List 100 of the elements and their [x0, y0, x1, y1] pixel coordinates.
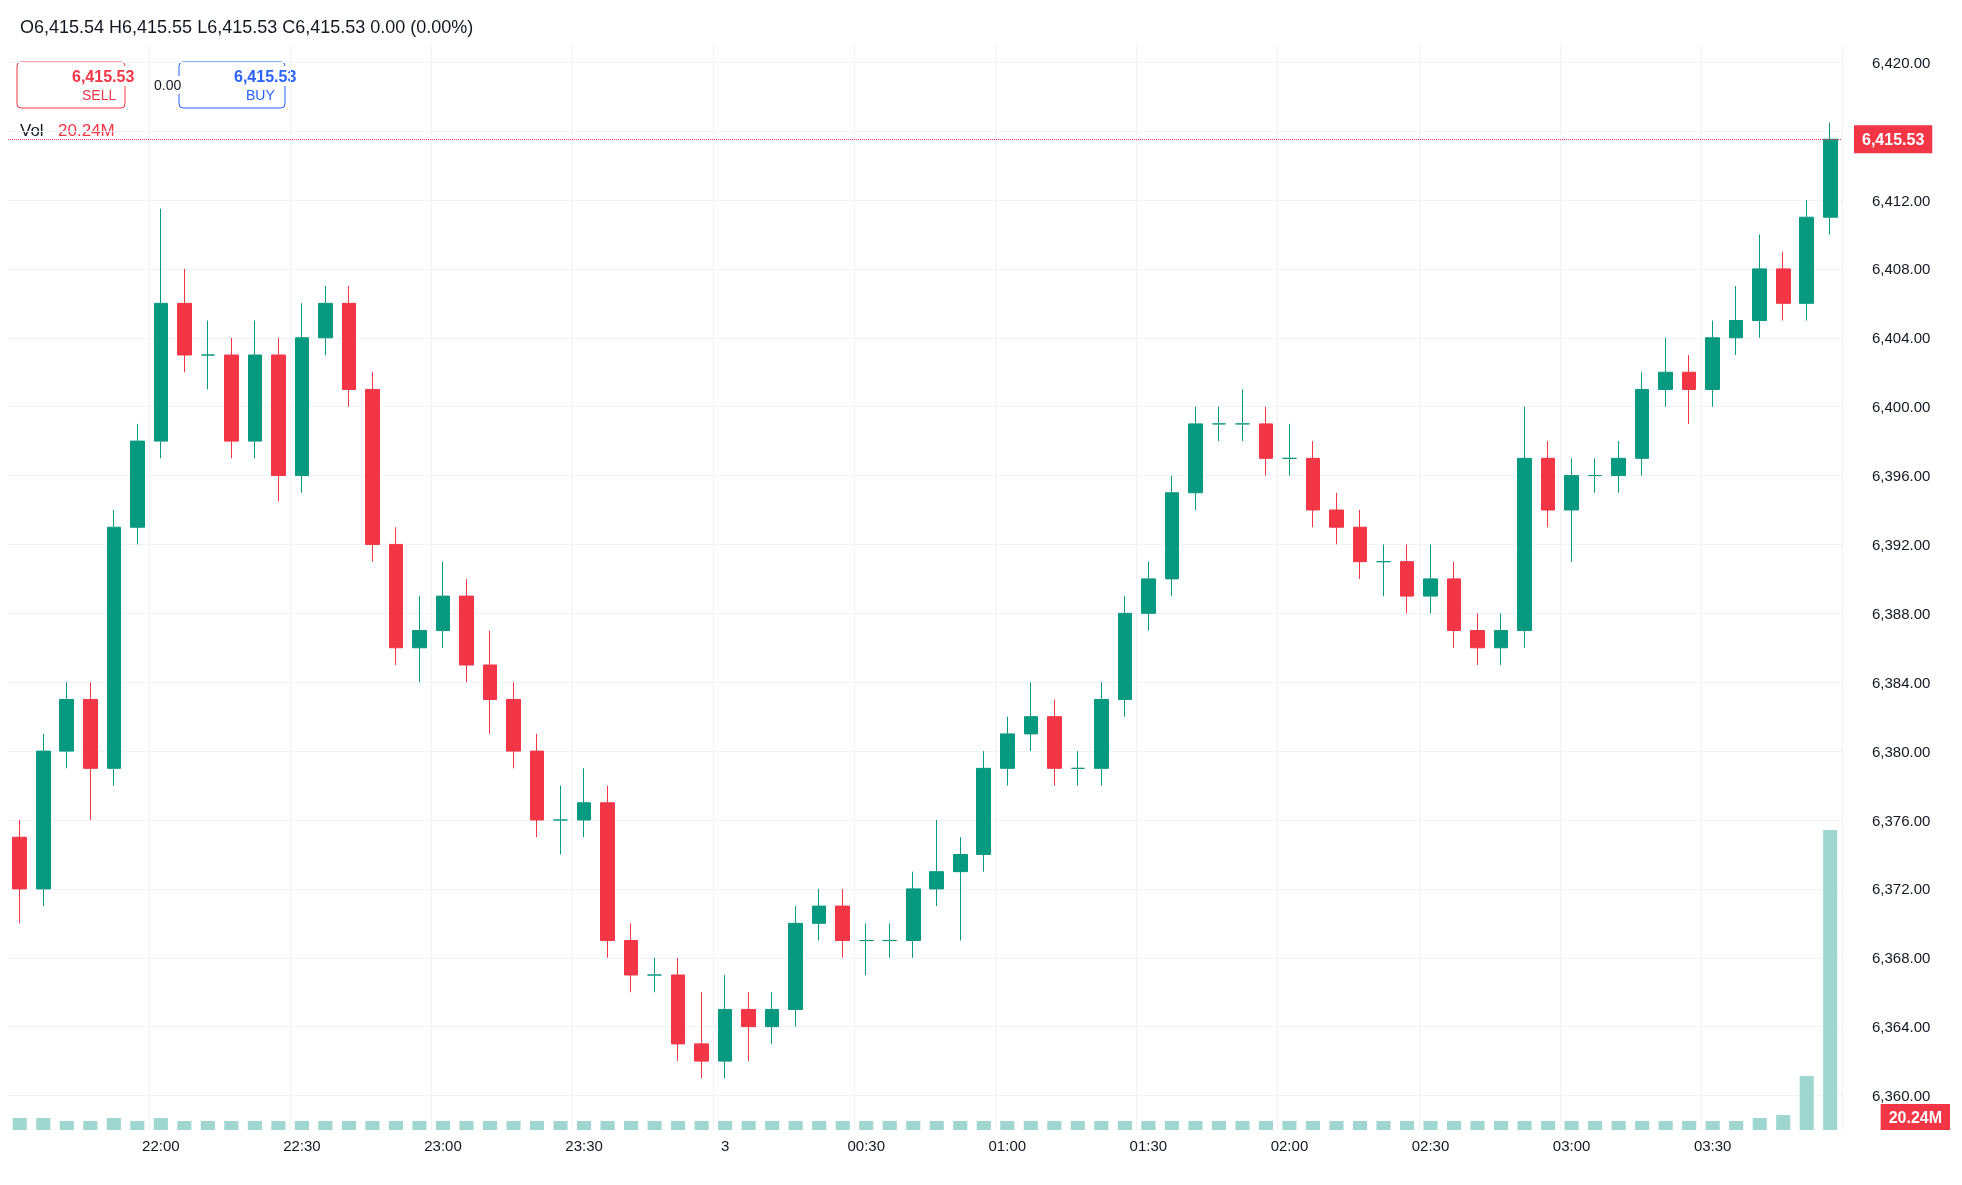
candlestick — [788, 905, 803, 1028]
candlestick — [201, 320, 215, 390]
bar — [1752, 1118, 1767, 1130]
bar — [976, 1121, 991, 1130]
candlestick — [271, 337, 286, 502]
bar — [1211, 1121, 1226, 1130]
candlestick — [1047, 698, 1062, 787]
ref-line-label: 6,415.53 — [1862, 130, 1925, 148]
bar — [835, 1121, 850, 1130]
candlestick — [248, 320, 262, 459]
candlestick — [647, 957, 662, 993]
y-tick-label: 6,400.00 — [1872, 398, 1931, 416]
candlestick — [1212, 406, 1226, 442]
candlestick — [1447, 561, 1461, 649]
bar — [929, 1121, 944, 1130]
candlestick — [1517, 406, 1532, 649]
candlestick — [859, 922, 874, 976]
annotation: BUY — [246, 87, 276, 103]
bar — [1235, 1121, 1250, 1130]
bar — [765, 1121, 780, 1130]
bar — [859, 1121, 874, 1130]
bar — [1164, 1121, 1179, 1130]
candlestick — [1564, 457, 1579, 563]
bar — [624, 1121, 639, 1130]
y-tick-label: 6,392.00 — [1872, 535, 1931, 553]
candlestick — [83, 681, 98, 821]
candlestick — [412, 595, 427, 683]
bar — [365, 1121, 380, 1130]
bar — [1658, 1121, 1673, 1130]
bar — [788, 1121, 803, 1130]
text: O6,415.54 H6,415.55 L6,415.53 C6,415.53 0.00 (0.00%) — [20, 17, 474, 37]
y-tick-label: 6,420.00 — [1872, 53, 1931, 71]
bar — [1823, 830, 1838, 1130]
candlestick — [1588, 457, 1602, 494]
text: 20.24M — [1888, 1108, 1943, 1126]
bar — [1376, 1121, 1391, 1130]
bar — [153, 1118, 168, 1130]
candlestick — [389, 526, 403, 666]
bar — [1352, 1121, 1368, 1130]
candlestick — [624, 922, 638, 993]
bar — [1305, 1121, 1321, 1130]
bar — [83, 1121, 98, 1130]
x-tick-label: 02:00 — [1270, 1137, 1309, 1154]
bar — [694, 1121, 709, 1130]
bar — [1611, 1121, 1626, 1130]
bar — [1282, 1121, 1297, 1130]
candlestick — [1494, 612, 1508, 666]
y-tick-label: 6,396.00 — [1872, 467, 1931, 485]
candlestick — [1705, 320, 1720, 408]
candlestick — [765, 991, 779, 1045]
bar — [1094, 1121, 1109, 1130]
candlestick — [1541, 440, 1555, 528]
candlestick — [12, 819, 27, 924]
candlestick — [365, 371, 380, 563]
candlestick — [1094, 681, 1109, 787]
bar — [647, 1121, 662, 1130]
x-tick-label: 01:00 — [988, 1137, 1027, 1154]
candlestick — [812, 888, 826, 942]
candlestick — [741, 991, 756, 1062]
bar — [553, 1121, 568, 1130]
candlestick — [1400, 543, 1414, 614]
bar — [435, 1121, 451, 1130]
bar — [200, 1121, 215, 1130]
candlestick — [906, 871, 921, 959]
bar — [1141, 1121, 1156, 1130]
candlestick — [1071, 750, 1085, 787]
candlestick — [1118, 595, 1132, 718]
candlestick — [976, 750, 991, 873]
bar — [741, 1121, 756, 1130]
bar — [1729, 1121, 1744, 1130]
y-tick-label: 6,384.00 — [1872, 673, 1931, 691]
candlestick — [530, 733, 544, 838]
bar — [506, 1121, 521, 1130]
candlestick — [1799, 199, 1814, 322]
candlestick — [224, 337, 239, 459]
candlestick — [1611, 440, 1626, 494]
y-tick-label: 6,376.00 — [1872, 811, 1931, 829]
candlestick — [295, 302, 309, 494]
candlestick — [318, 285, 333, 356]
candlestick — [1729, 285, 1743, 356]
bar — [1470, 1121, 1485, 1130]
x-tick-label: 3 — [720, 1137, 730, 1154]
candlestick — [177, 268, 192, 373]
bar — [388, 1121, 404, 1130]
x-tick-label: 03:30 — [1693, 1137, 1732, 1154]
candlestick — [553, 785, 568, 855]
candlestick — [1188, 406, 1203, 511]
candlestick — [1259, 406, 1273, 477]
bar — [529, 1121, 545, 1130]
candlestick — [1823, 122, 1838, 235]
x-tick-label: 02:30 — [1411, 1137, 1450, 1154]
annotation: 6,415.53 — [72, 67, 135, 85]
bar — [1682, 1121, 1697, 1130]
candlestick — [1000, 716, 1015, 787]
bar — [1564, 1121, 1579, 1130]
candlestick — [1353, 509, 1367, 580]
bar — [1258, 1121, 1273, 1130]
candlestick — [342, 285, 356, 408]
x-tick-label: 23:30 — [565, 1137, 603, 1154]
annotation: 6,415.53 — [234, 67, 297, 85]
